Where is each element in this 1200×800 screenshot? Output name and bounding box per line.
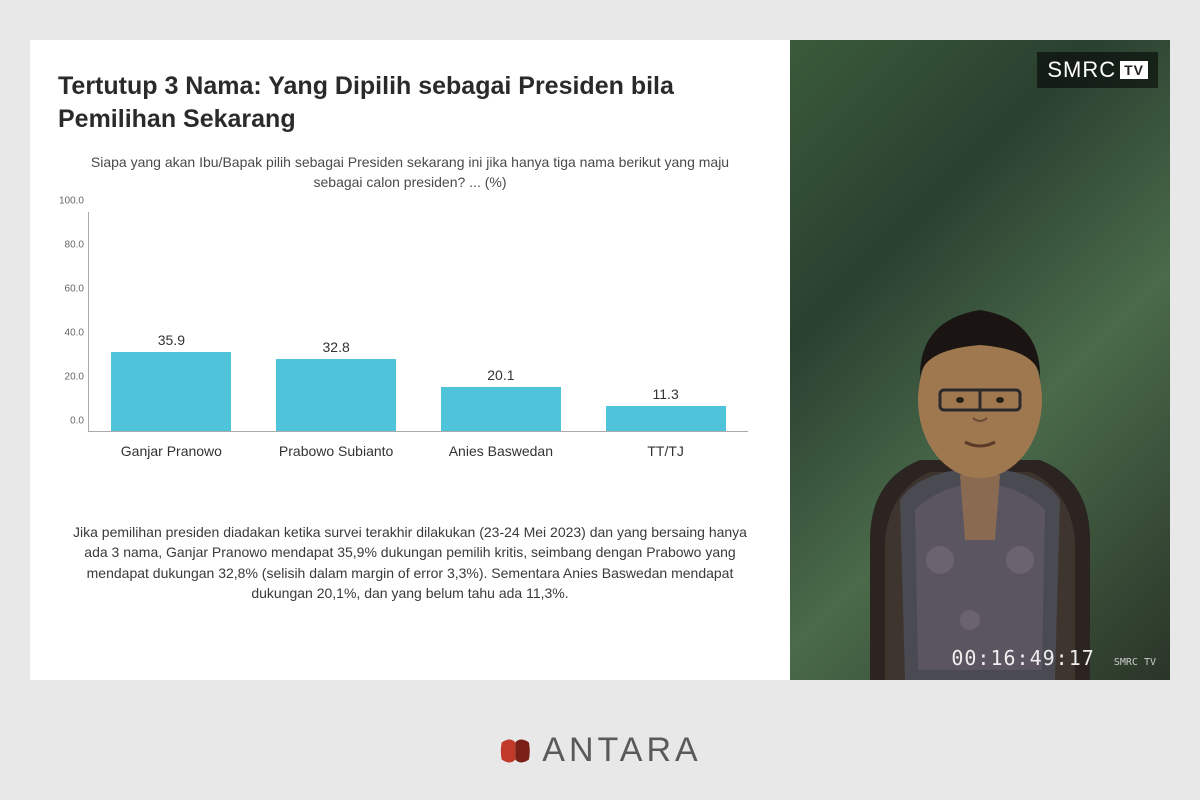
timecode-brand: SMRC TV xyxy=(1114,657,1156,668)
bar-value-label: 11.3 xyxy=(653,386,679,402)
bar-group: 32.8 xyxy=(266,339,406,431)
y-tick-label: 0.0 xyxy=(70,416,84,427)
bar xyxy=(276,359,396,431)
x-axis-label: Prabowo Subianto xyxy=(266,443,406,459)
bar-value-label: 32.8 xyxy=(323,339,350,355)
watermark-text: ANTARA xyxy=(542,731,701,770)
source-watermark: ANTARA xyxy=(498,731,701,770)
x-axis-label: Ganjar Pranowo xyxy=(101,443,241,459)
chart-plot: 35.932.820.111.3 Ganjar PranowoPrabowo S… xyxy=(88,212,748,432)
y-axis: 0.020.040.060.080.0100.0 xyxy=(58,212,88,432)
presenter-panel: SMRC TV xyxy=(790,40,1170,680)
slide-footnote: Jika pemilihan presiden diadakan ketika … xyxy=(58,522,762,603)
bar xyxy=(606,406,726,431)
timecode-value: 00:16:49:17 xyxy=(951,646,1094,670)
bar-group: 35.9 xyxy=(101,332,241,431)
y-tick-label: 40.0 xyxy=(65,328,84,339)
y-tick-label: 20.0 xyxy=(65,372,84,383)
presenter-figure xyxy=(830,200,1130,680)
presentation-slide: Tertutup 3 Nama: Yang Dipilih sebagai Pr… xyxy=(30,40,790,680)
logo-main-text: SMRC xyxy=(1047,57,1116,83)
slide-title: Tertutup 3 Nama: Yang Dipilih sebagai Pr… xyxy=(58,70,762,135)
slide-subtitle: Siapa yang akan Ibu/Bapak pilih sebagai … xyxy=(58,153,762,192)
bar xyxy=(441,387,561,431)
bar-value-label: 35.9 xyxy=(158,332,185,348)
antara-logo-icon xyxy=(498,734,532,768)
x-axis-label: TT/TJ xyxy=(596,443,736,459)
broadcaster-logo: SMRC TV xyxy=(1037,52,1158,88)
bar-group: 20.1 xyxy=(431,367,571,431)
bars-container: 35.9 32.8 20.1 11.3 xyxy=(89,212,748,431)
timecode: 00:16:49:17 SMRC TV xyxy=(951,646,1156,670)
bar-chart: 0.020.040.060.080.0100.0 35.932.820.111.… xyxy=(88,212,752,472)
x-axis-label: Anies Baswedan xyxy=(431,443,571,459)
y-tick-label: 100.0 xyxy=(59,196,84,207)
y-tick-label: 80.0 xyxy=(65,240,84,251)
bar-group: 11.3 xyxy=(596,386,736,431)
y-tick-label: 60.0 xyxy=(65,284,84,295)
logo-suffix-text: TV xyxy=(1120,61,1148,79)
bar-value-label: 20.1 xyxy=(487,367,514,383)
video-frame: Tertutup 3 Nama: Yang Dipilih sebagai Pr… xyxy=(30,40,1170,680)
bar xyxy=(111,352,231,431)
x-axis-labels: Ganjar Pranowo Prabowo Subianto Anies Basw… xyxy=(89,443,748,459)
